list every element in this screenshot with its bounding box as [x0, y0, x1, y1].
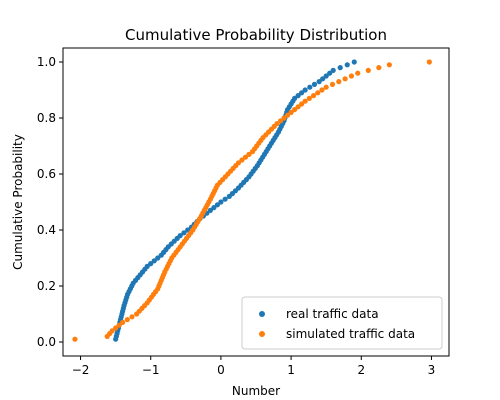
legend-box — [241, 296, 443, 350]
point-real-traffic — [307, 84, 313, 90]
point-real-traffic — [207, 207, 213, 213]
x-axis-label: Number — [232, 384, 280, 398]
point-real-traffic — [181, 230, 187, 236]
y-tick-label: 0.4 — [37, 223, 56, 237]
point-simulated-traffic — [292, 107, 298, 113]
legend-label-simulated: simulated traffic data — [286, 327, 415, 341]
point-simulated-traffic — [120, 319, 126, 325]
point-simulated-traffic — [386, 62, 392, 68]
point-real-traffic — [299, 90, 305, 96]
point-simulated-traffic — [288, 109, 294, 115]
point-real-traffic — [337, 65, 343, 71]
y-axis-label: Cumulative Probability — [11, 134, 25, 270]
point-real-traffic — [316, 79, 322, 85]
point-real-traffic — [292, 95, 298, 101]
plot-area-frame — [62, 47, 450, 357]
legend-marker-real — [259, 311, 265, 317]
point-simulated-traffic — [295, 104, 301, 110]
point-simulated-traffic — [302, 98, 308, 104]
x-tick-label: −2 — [72, 363, 90, 377]
point-real-traffic — [323, 73, 329, 79]
y-tick-label: 1.0 — [37, 55, 56, 69]
legend-marker-simulated — [259, 331, 265, 337]
point-simulated-traffic — [376, 65, 382, 71]
x-tick-label: 2 — [357, 363, 365, 377]
chart-title: Cumulative Probability Distribution — [125, 26, 387, 44]
point-simulated-traffic — [277, 118, 284, 124]
point-simulated-traffic — [355, 70, 361, 76]
point-real-traffic — [222, 196, 228, 202]
point-simulated-traffic — [323, 84, 329, 90]
point-simulated-traffic — [348, 73, 355, 79]
point-real-traffic — [151, 258, 157, 264]
point-simulated-traffic — [319, 87, 325, 93]
point-real-traffic — [295, 93, 301, 99]
point-simulated-traffic — [336, 79, 342, 85]
point-simulated-traffic — [246, 151, 252, 157]
x-tick-label: −1 — [142, 363, 160, 377]
series-simulated-traffic — [72, 59, 432, 342]
point-real-traffic — [144, 263, 150, 269]
x-tick-label: 1 — [287, 363, 295, 377]
point-real-traffic — [311, 81, 318, 87]
legend-label-real: real traffic data — [286, 307, 379, 321]
point-simulated-traffic — [124, 317, 130, 323]
x-tick-label: 0 — [217, 363, 225, 377]
point-simulated-traffic — [310, 93, 317, 99]
point-real-traffic — [320, 76, 326, 82]
point-simulated-traffic — [426, 59, 432, 65]
point-simulated-traffic — [109, 328, 115, 334]
y-tick-label: 0.0 — [37, 335, 56, 349]
point-simulated-traffic — [329, 81, 336, 87]
point-simulated-traffic — [242, 154, 249, 160]
point-simulated-traffic — [306, 95, 312, 101]
point-real-traffic — [211, 205, 217, 211]
point-simulated-traffic — [284, 112, 291, 118]
point-real-traffic — [214, 202, 220, 208]
point-real-traffic — [177, 233, 183, 239]
point-real-traffic — [155, 255, 161, 261]
point-simulated-traffic — [365, 67, 371, 73]
point-real-traffic — [330, 67, 336, 73]
point-simulated-traffic — [274, 121, 280, 127]
point-real-traffic — [302, 87, 308, 93]
y-tick-label: 0.8 — [37, 111, 56, 125]
point-simulated-traffic — [281, 115, 287, 121]
point-simulated-traffic — [235, 160, 242, 166]
point-real-traffic — [218, 199, 224, 205]
point-real-traffic — [148, 261, 154, 267]
point-real-traffic — [351, 59, 357, 65]
y-tick-label: 0.2 — [37, 279, 56, 293]
point-real-traffic — [344, 62, 350, 68]
point-simulated-traffic — [315, 90, 321, 96]
point-simulated-traffic — [72, 336, 78, 342]
point-simulated-traffic — [129, 314, 135, 320]
y-axis-ticks: 0.0 0.2 0.4 0.6 0.8 1.0 — [37, 55, 63, 349]
legend: real traffic data simulated traffic data — [241, 296, 443, 350]
point-simulated-traffic — [342, 76, 348, 82]
y-tick-label: 0.6 — [37, 167, 56, 181]
x-axis-ticks: −2 −1 0 1 2 3 — [72, 356, 436, 377]
point-simulated-traffic — [299, 101, 305, 107]
point-simulated-traffic — [239, 157, 245, 163]
point-real-traffic — [327, 70, 333, 76]
point-simulated-traffic — [113, 325, 119, 331]
point-simulated-traffic — [116, 322, 122, 328]
x-tick-label: 3 — [428, 363, 436, 377]
